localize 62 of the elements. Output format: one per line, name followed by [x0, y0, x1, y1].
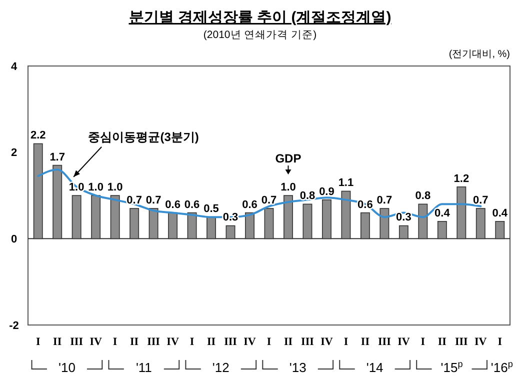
data-label: 1.1: [338, 177, 354, 190]
text: 중심이동평균(3분기): [88, 130, 199, 144]
x-tick-label: I: [498, 336, 502, 348]
data-label: 0.7: [473, 194, 488, 206]
data-label: 0.4: [434, 207, 451, 220]
text: '14: [366, 360, 384, 375]
data-label: 2.2: [30, 130, 46, 142]
data-label: 0.6: [184, 198, 200, 211]
x-tick-label: I: [266, 336, 272, 348]
x-tick-label: I: [190, 336, 194, 348]
x-tick-label: II: [130, 336, 139, 348]
chart-title: 분기별 경제성장률 추이 (계절조정계열): [128, 9, 392, 26]
x-tick-label: III: [378, 336, 391, 348]
data-label: 0.6: [165, 198, 180, 211]
data-label: 0.6: [242, 198, 258, 211]
y-tick-label: 2: [10, 147, 18, 160]
text: '15$^{p}$: [440, 359, 463, 375]
x-tick-label: IV: [474, 336, 487, 348]
text: '11: [136, 360, 152, 375]
x-tick-label: III: [454, 336, 468, 348]
y-axis-title: (전기대비, %): [448, 49, 510, 60]
x-tick-label: I: [36, 336, 40, 348]
x-tick-label: II: [206, 336, 216, 348]
y-tick-label: 4: [10, 60, 18, 73]
chart-subtitle: (2010년 연쇄가격 기준): [203, 29, 317, 41]
data-label: 0.7: [146, 194, 162, 206]
x-tick-label: II: [438, 336, 446, 348]
data-label: 1.0: [88, 182, 104, 194]
text: '16$^{p}$: [490, 359, 513, 375]
text: '12: [212, 360, 230, 375]
x-tick-label: III: [70, 336, 84, 348]
y-tick-label: 0: [10, 234, 18, 246]
x-tick-label: I: [112, 336, 118, 348]
x-tick-label: III: [301, 336, 314, 348]
data-label: 0.7: [261, 194, 277, 206]
data-label: 0.5: [204, 203, 219, 216]
data-label: 0.3: [396, 212, 412, 224]
text: '10: [58, 360, 76, 375]
data-label: 1.0: [280, 182, 296, 194]
x-tick-label: III: [224, 336, 237, 348]
x-tick-label: II: [53, 336, 62, 348]
x-tick-label: II: [284, 336, 293, 348]
x-tick-label: III: [147, 336, 160, 348]
data-label: 0.7: [376, 194, 392, 206]
data-label: 1.2: [454, 172, 470, 185]
y-tick-label: -2: [9, 320, 19, 332]
x-tick-label: IV: [320, 336, 333, 348]
x-tick-label: IV: [166, 336, 179, 348]
text: GDP: [275, 152, 302, 166]
x-tick-label: I: [420, 336, 426, 348]
data-label: 1.7: [50, 151, 65, 164]
x-tick-label: IV: [244, 336, 256, 348]
data-label: 0.7: [126, 194, 142, 206]
x-tick-label: IV: [90, 336, 102, 348]
data-label: 0.8: [415, 190, 431, 202]
x-tick-label: I: [344, 336, 348, 348]
data-label: 1.0: [107, 182, 123, 194]
x-tick-label: II: [360, 336, 370, 348]
data-label: 0.9: [319, 186, 334, 198]
x-tick-label: IV: [398, 336, 410, 348]
data-label: 0.4: [492, 207, 508, 220]
text: '13: [289, 360, 306, 375]
